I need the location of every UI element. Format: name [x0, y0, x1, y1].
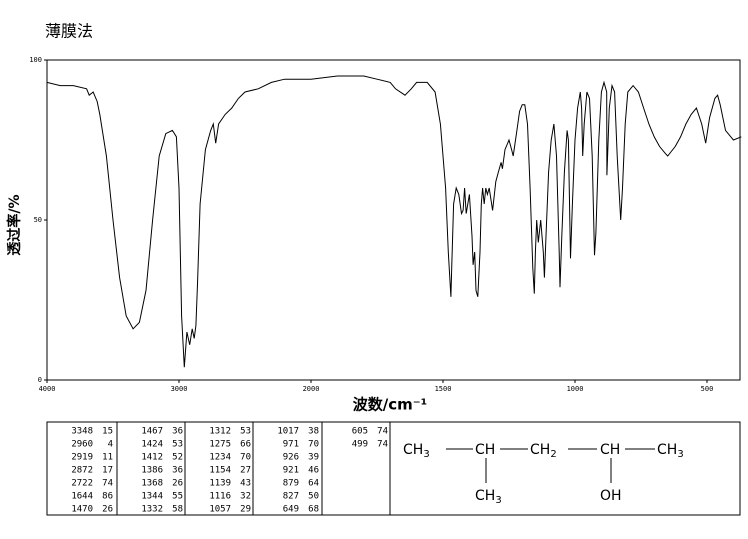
x-tick-label: 3000	[171, 385, 188, 393]
peak-wavenumber: 2872	[71, 466, 93, 476]
y-tick-label: 0	[38, 376, 42, 384]
peak-transmittance: 50	[308, 492, 319, 502]
peak-wavenumber: 1312	[209, 427, 231, 437]
peak-transmittance: 15	[102, 427, 113, 437]
atom-text: OH	[600, 488, 622, 504]
structure-bonds	[446, 448, 655, 483]
peak-transmittance: 27	[240, 466, 251, 476]
peak-transmittance: 36	[172, 427, 183, 437]
atom-text: CH	[403, 442, 423, 458]
peak-transmittance: 53	[172, 440, 183, 450]
peak-transmittance: 11	[102, 453, 113, 463]
peak-transmittance: 70	[308, 440, 319, 450]
peak-transmittance: 70	[240, 453, 251, 463]
peak-transmittance: 26	[172, 479, 183, 489]
peak-wavenumber: 1368	[141, 479, 163, 489]
peak-table-frame	[46, 421, 741, 516]
peak-transmittance: 39	[308, 453, 319, 463]
peak-transmittance: 66	[240, 440, 251, 450]
peak-wavenumber: 1116	[209, 492, 231, 502]
peak-wavenumber: 1644	[71, 492, 93, 502]
peak-transmittance: 26	[102, 505, 113, 515]
atom-text: CH	[475, 442, 495, 458]
peak-transmittance: 64	[308, 479, 319, 489]
peak-wavenumber: 1139	[209, 479, 231, 489]
peak-wavenumber: 1412	[141, 453, 163, 463]
peak-wavenumber: 827	[283, 492, 299, 502]
peak-wavenumber: 1386	[141, 466, 163, 476]
atom-subscript: 3	[423, 449, 429, 460]
peak-transmittance: 4	[108, 440, 113, 450]
peak-transmittance: 17	[102, 466, 113, 476]
atom-group: CH2	[530, 442, 557, 460]
y-tick-label: 50	[34, 216, 42, 224]
atom-subscript: 3	[677, 449, 683, 460]
peak-wavenumber: 971	[283, 440, 299, 450]
peak-transmittance: 52	[172, 453, 183, 463]
peak-wavenumber: 1332	[141, 505, 163, 515]
atom-group: CH3	[475, 488, 502, 506]
x-tick-label: 500	[701, 385, 714, 393]
peak-transmittance: 86	[102, 492, 113, 502]
peak-transmittance: 38	[308, 427, 319, 437]
atom-text: CH	[530, 442, 550, 458]
peak-wavenumber: 649	[283, 505, 299, 515]
peak-transmittance: 74	[377, 440, 388, 450]
peak-wavenumber: 1275	[209, 440, 231, 450]
atom-subscript: 2	[550, 449, 556, 460]
x-tick-label: 1500	[435, 385, 452, 393]
chart-title: 薄膜法	[45, 22, 93, 41]
peak-transmittance: 53	[240, 427, 251, 437]
atom-group: CH3	[657, 442, 684, 460]
x-tick-label: 2000	[303, 385, 320, 393]
peak-transmittance: 43	[240, 479, 251, 489]
x-tick-label: 1000	[567, 385, 584, 393]
peak-transmittance: 32	[240, 492, 251, 502]
x-tick-label: 4000	[39, 385, 56, 393]
x-axis-label: 波数/cm⁻¹	[353, 396, 428, 414]
peak-transmittance: 68	[308, 505, 319, 515]
atom-group: OH	[600, 488, 622, 504]
atom-subscript: 3	[495, 495, 501, 506]
peak-wavenumber: 2919	[71, 453, 93, 463]
peak-transmittance: 74	[377, 427, 388, 437]
peak-wavenumber: 1057	[209, 505, 231, 515]
atom-group: CH3	[403, 442, 430, 460]
peak-wavenumber: 926	[283, 453, 299, 463]
peak-wavenumber: 2722	[71, 479, 93, 489]
peak-wavenumber: 1424	[141, 440, 163, 450]
peak-wavenumber: 1470	[71, 505, 93, 515]
atom-group: CH	[600, 442, 620, 458]
atom-text: CH	[657, 442, 677, 458]
peak-wavenumber: 1467	[141, 427, 163, 437]
peak-wavenumber: 1017	[277, 427, 299, 437]
peak-wavenumber: 605	[352, 427, 368, 437]
spectrum-line	[46, 75, 742, 368]
peak-wavenumber: 879	[283, 479, 299, 489]
peak-transmittance: 36	[172, 466, 183, 476]
peak-transmittance: 55	[172, 492, 183, 502]
peak-wavenumber: 499	[352, 440, 368, 450]
peak-transmittance: 46	[308, 466, 319, 476]
peak-transmittance: 58	[172, 505, 183, 515]
atom-group: CH	[475, 442, 495, 458]
peak-wavenumber: 1234	[209, 453, 231, 463]
peak-wavenumber: 1154	[209, 466, 231, 476]
plot-frame	[46, 59, 741, 381]
peak-wavenumber: 921	[283, 466, 299, 476]
y-tick-label: 100	[29, 56, 42, 64]
peak-transmittance: 74	[102, 479, 113, 489]
atom-text: CH	[600, 442, 620, 458]
peak-transmittance: 29	[240, 505, 251, 515]
peak-wavenumber: 2960	[71, 440, 93, 450]
y-axis-label: 透过率/%	[6, 194, 23, 255]
peak-wavenumber: 3348	[71, 427, 93, 437]
atom-text: CH	[475, 488, 495, 504]
peak-wavenumber: 1344	[141, 492, 163, 502]
